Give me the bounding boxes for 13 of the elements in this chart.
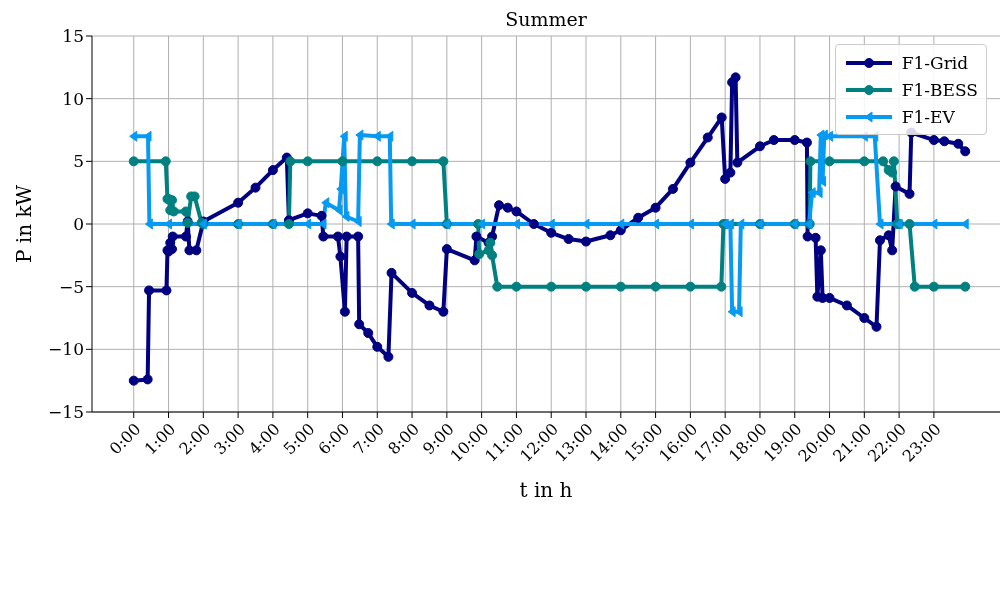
y-tick-label: −10	[48, 339, 84, 360]
y-tick-label: 0	[73, 214, 84, 235]
x-axis-title: t in h	[519, 478, 573, 502]
legend-label: F1-BESS	[901, 79, 978, 100]
y-tick-label: 5	[73, 151, 84, 172]
y-tick-label: −15	[48, 402, 84, 423]
y-axis-title: P in kW	[12, 184, 37, 264]
y-tick-label: 15	[62, 26, 84, 47]
chart-title: Summer	[504, 8, 588, 30]
y-tick-label: 10	[62, 88, 84, 109]
legend-label: F1-Grid	[901, 52, 969, 73]
legend-label: F1-EV	[901, 106, 955, 127]
y-tick-label: −5	[58, 276, 84, 297]
